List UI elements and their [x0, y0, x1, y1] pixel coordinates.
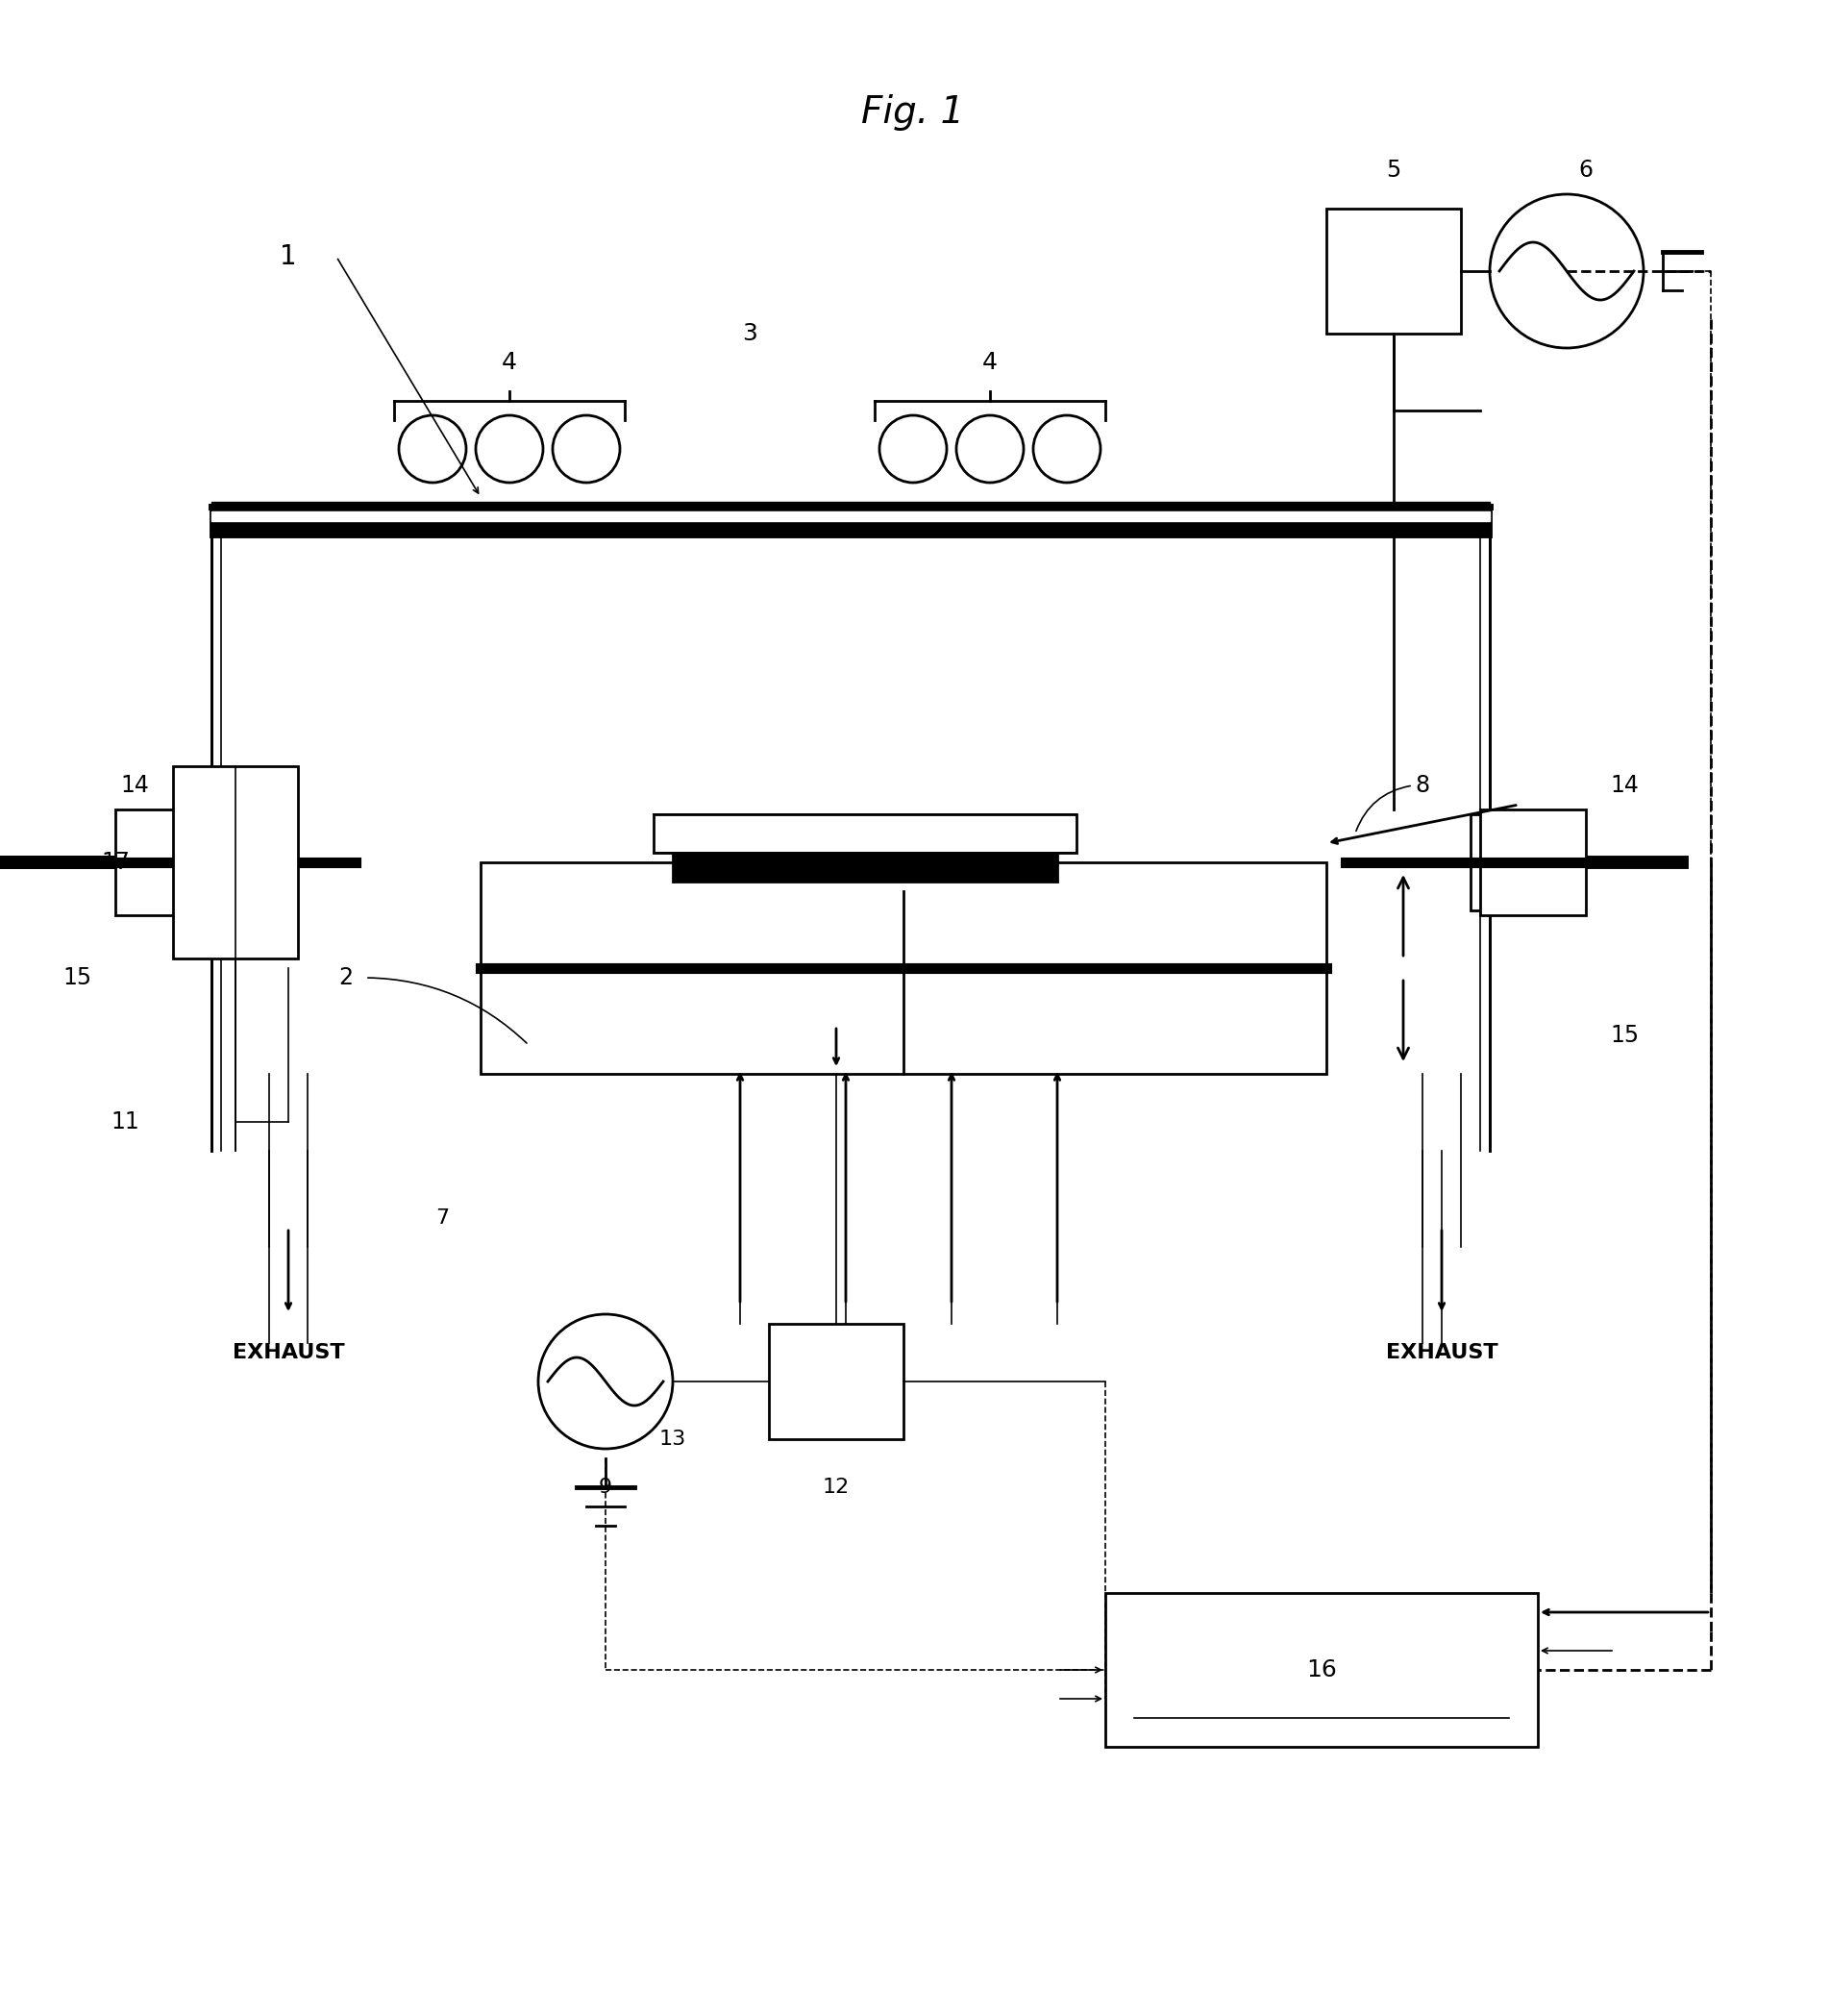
Circle shape: [476, 415, 544, 482]
Circle shape: [553, 415, 620, 482]
FancyBboxPatch shape: [212, 506, 1490, 536]
FancyBboxPatch shape: [1327, 208, 1460, 333]
Circle shape: [1034, 415, 1100, 482]
Text: 4: 4: [501, 351, 518, 375]
Text: 7: 7: [436, 1208, 448, 1228]
FancyBboxPatch shape: [1471, 814, 1566, 911]
Circle shape: [399, 415, 467, 482]
Text: 6: 6: [1579, 159, 1594, 181]
Text: 14: 14: [1610, 774, 1638, 796]
Text: 11: 11: [110, 1111, 139, 1133]
Text: 13: 13: [659, 1429, 686, 1450]
Circle shape: [1490, 194, 1643, 349]
Text: EXHAUST: EXHAUST: [232, 1343, 344, 1363]
FancyBboxPatch shape: [673, 833, 1058, 881]
Text: 8: 8: [1415, 774, 1429, 796]
Text: 17: 17: [101, 851, 130, 873]
FancyBboxPatch shape: [1105, 1593, 1537, 1746]
Text: 15: 15: [62, 966, 92, 990]
Circle shape: [957, 415, 1023, 482]
FancyBboxPatch shape: [1480, 810, 1587, 915]
FancyBboxPatch shape: [653, 814, 1076, 853]
Text: 9: 9: [598, 1478, 613, 1496]
Text: 16: 16: [1307, 1659, 1338, 1681]
Text: 3: 3: [741, 323, 758, 345]
Text: 14: 14: [121, 774, 148, 796]
FancyBboxPatch shape: [174, 766, 298, 958]
Text: 15: 15: [1610, 1024, 1640, 1046]
Text: 1: 1: [280, 244, 296, 270]
FancyBboxPatch shape: [481, 863, 1327, 1075]
Text: 4: 4: [983, 351, 997, 375]
Text: 2: 2: [339, 966, 353, 990]
Text: EXHAUST: EXHAUST: [1385, 1343, 1497, 1363]
FancyBboxPatch shape: [135, 814, 231, 911]
Text: Fig. 1: Fig. 1: [862, 95, 964, 131]
FancyBboxPatch shape: [769, 1325, 904, 1439]
Text: 5: 5: [1387, 159, 1402, 181]
FancyBboxPatch shape: [115, 810, 221, 915]
Circle shape: [880, 415, 946, 482]
Circle shape: [538, 1314, 673, 1450]
Text: 12: 12: [824, 1478, 849, 1496]
